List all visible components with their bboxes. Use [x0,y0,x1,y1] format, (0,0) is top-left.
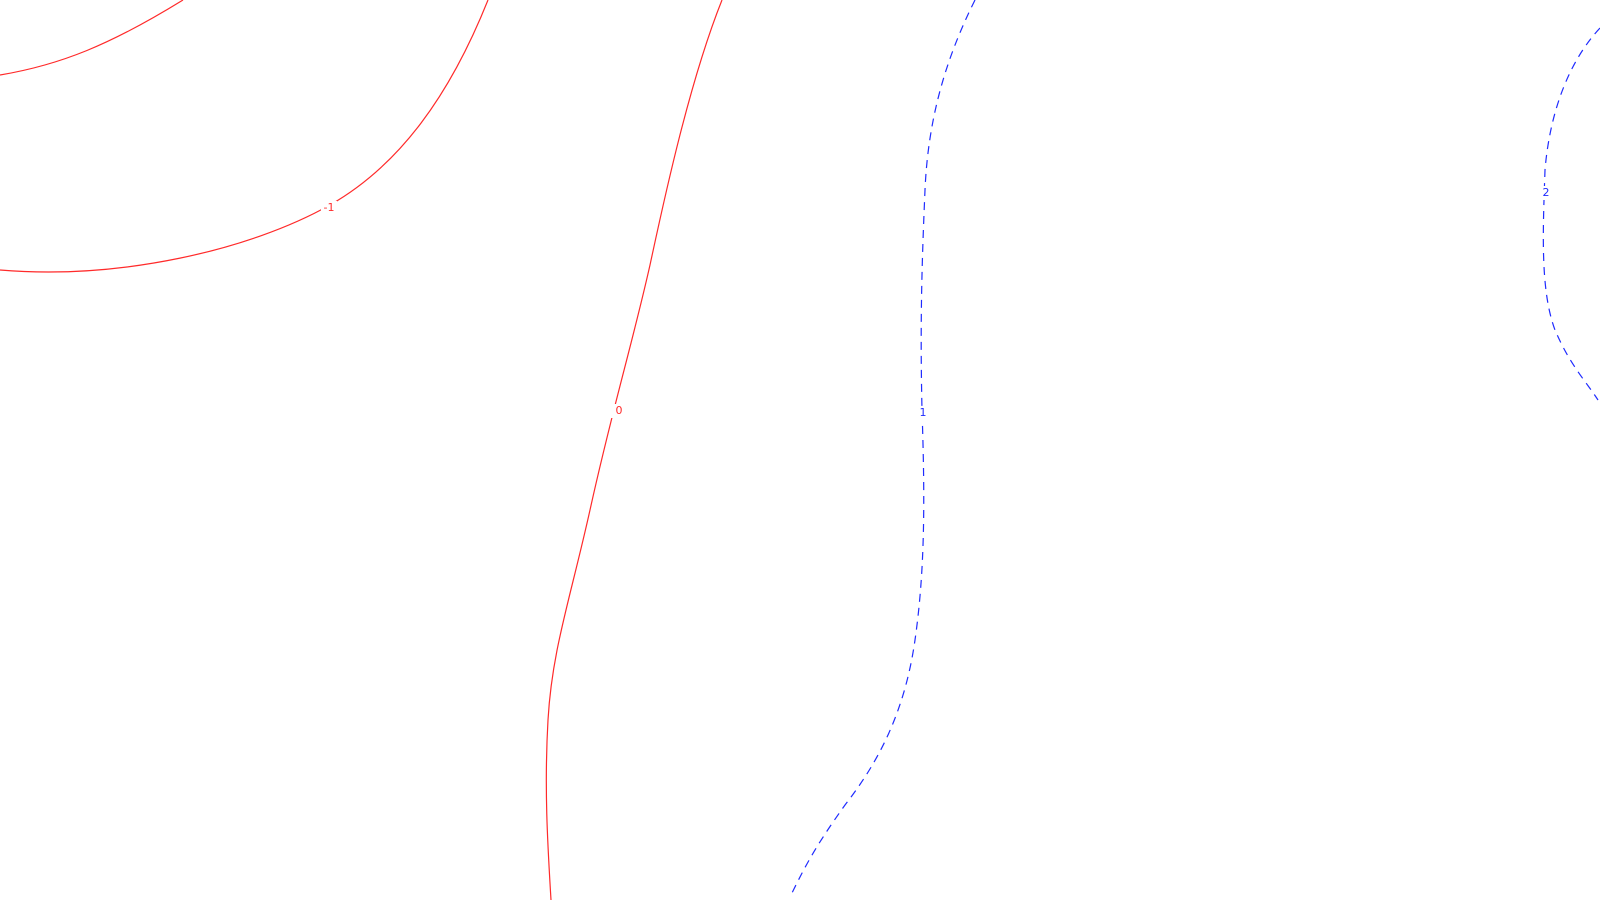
contour-labels: -1 0 1 2 [321,186,1554,420]
contour-line-level-minus1-segment-2 [0,0,489,273]
contour-label-background-minus1 [321,201,337,215]
contour-label-0: 0 [616,404,623,417]
contour-line-level-minus1-segment-1 [0,0,184,76]
contour-label-background-1 [915,406,931,420]
contour-label-minus1: -1 [324,201,335,214]
contour-label-background-0 [611,404,627,418]
contour-label-1: 1 [920,406,927,419]
contour-line-level-1 [790,0,976,896]
contour-line-level-2 [1542,27,1600,401]
contour-line-level-0 [545,0,723,900]
contour-label-2: 2 [1543,186,1550,199]
contour-label-background-2 [1538,186,1554,200]
